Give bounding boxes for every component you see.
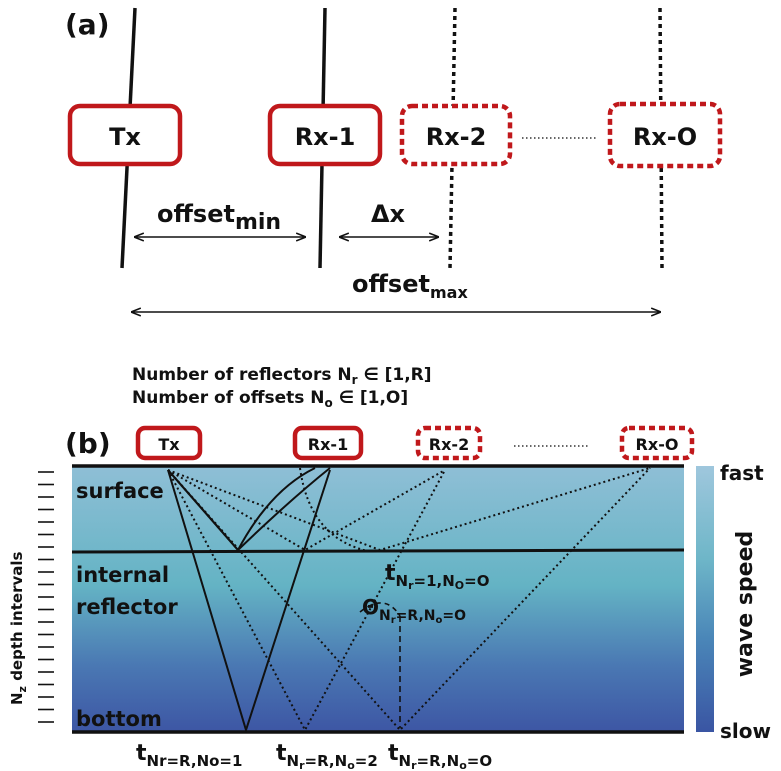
tx-box: [67, 103, 183, 167]
rxo-box-b: [619, 425, 695, 461]
dotted-rays: [167, 467, 651, 733]
surface-label: surface: [76, 479, 164, 503]
colorbar-title: wave speed: [733, 531, 758, 678]
rx2-box: [399, 103, 513, 167]
colorbar-fast-label: fast: [720, 461, 764, 485]
panel-a-label: (a): [65, 8, 110, 41]
theta-label: ΘNr=R,No=O: [362, 595, 466, 626]
internal-label: internal: [76, 563, 169, 587]
offset-max-label: offsetmax: [352, 270, 468, 302]
rx1-box-b: [292, 425, 364, 461]
internal-reflector-line: [71, 548, 685, 554]
medium-background: [72, 466, 684, 732]
delta-x-label: Δx: [371, 200, 406, 228]
depth-axis-label: Nz depth intervals: [8, 551, 29, 705]
tx-label: Tx: [109, 123, 141, 151]
tx-label-b: Tx: [158, 435, 180, 454]
legend-reflectors: Number of reflectors Nr ∈ [1,R]: [132, 365, 432, 387]
rx2-label: Rx-2: [426, 123, 487, 151]
colorbar: [696, 466, 714, 732]
rx1-box: [267, 103, 383, 167]
rxo-label-b: Rx-O: [636, 435, 679, 454]
rx2-box-b: [415, 425, 483, 461]
rx1-label: Rx-1: [295, 123, 356, 151]
t-bottom-3-label: tNr=R,No=O: [388, 741, 492, 771]
reflector-label: reflector: [76, 595, 178, 619]
t-internal-label: tNr=1,NO=O: [385, 561, 489, 592]
tx-box-b: [135, 425, 203, 461]
depth-ticks: [38, 471, 54, 723]
bottom-label: bottom: [76, 707, 162, 731]
t-bottom-1-label: tNr=R,No=1: [136, 741, 242, 770]
rxo-box: [607, 101, 723, 169]
panel-b-label: (b): [65, 427, 111, 460]
colorbar-slow-label: slow: [720, 719, 771, 743]
angle-arc: [359, 602, 401, 617]
rxo-label: Rx-O: [633, 123, 697, 151]
rx2-label-b: Rx-2: [429, 435, 469, 454]
legend-offsets: Number of offsets No ∈ [1,O]: [132, 388, 408, 410]
t-bottom-2-label: tNr=R,No=2: [276, 741, 378, 771]
offset-min-label: offsetmin: [157, 200, 281, 235]
solid-rays: [167, 467, 331, 734]
rx1-label-b: Rx-1: [308, 435, 348, 454]
